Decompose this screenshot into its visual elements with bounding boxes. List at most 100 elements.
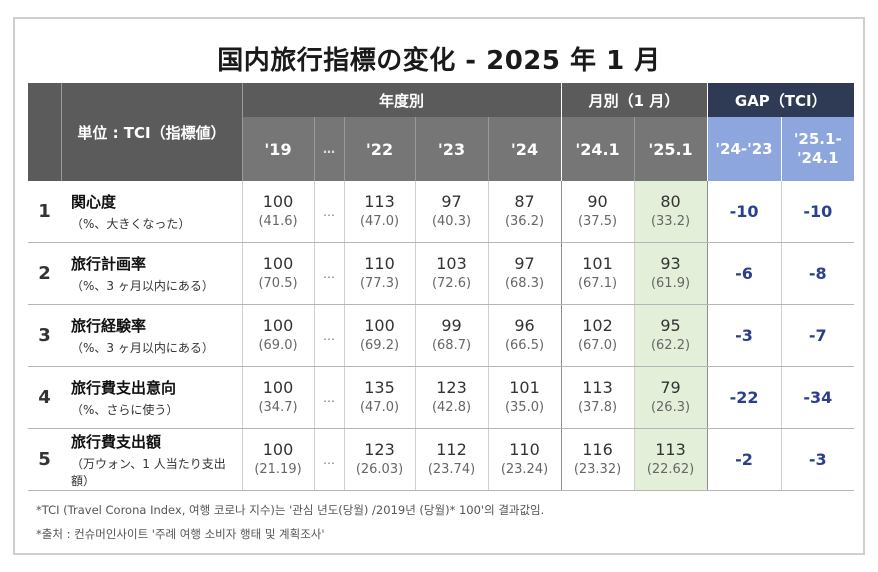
- ellipsis-cell: …: [313, 181, 344, 243]
- cell-22: 110 (77.3): [343, 242, 415, 305]
- cell-19: 100 (34.7): [241, 366, 314, 429]
- row-label: 旅行費支出意向: [71, 379, 177, 397]
- cell-24: 97 (68.3): [487, 242, 561, 305]
- cell-23: 103 (72.6): [414, 242, 488, 305]
- percent-22: (26.03): [355, 461, 404, 477]
- value-24: 97: [514, 253, 535, 273]
- table-row: 3 旅行経験率 （%、3 ヶ月以内にある） 100 (69.0) … 100 (69.2) 99…: [28, 304, 855, 367]
- percent-24: (68.3): [504, 275, 545, 291]
- cell-241: 102 (67.0): [560, 304, 634, 367]
- value-19: 100: [262, 439, 294, 459]
- cell-24: 96 (66.5): [487, 304, 561, 367]
- gap-value-a: -3: [706, 304, 782, 367]
- cell-251: 93 (61.9): [633, 242, 708, 305]
- gap-value-a: -2: [706, 428, 782, 491]
- row-label: 旅行費支出額: [71, 432, 162, 451]
- percent-241: (67.0): [577, 337, 618, 353]
- gap-value-b: -34: [780, 366, 855, 429]
- gap-value-b: -7: [780, 304, 855, 367]
- cell-241: 116 (23.32): [560, 428, 634, 491]
- gap-b-line1: '25.1-: [793, 130, 842, 148]
- ellipsis-cell: …: [313, 428, 344, 491]
- cell-251: 80 (33.2): [633, 181, 708, 243]
- page-title: 国内旅行指標の変化 - 2025 年 1 月: [217, 46, 661, 76]
- gap-value-a: -10: [706, 181, 782, 243]
- cell-24: 87 (36.2): [487, 181, 561, 243]
- percent-23: (68.7): [431, 337, 472, 353]
- gap-value-b: -10: [780, 181, 855, 243]
- row-number: 1: [28, 181, 61, 243]
- value-24: 96: [514, 315, 535, 335]
- row-label-cell: 旅行費支出額 （万ウォン、1 人当たり支出額）: [61, 428, 242, 491]
- cell-241: 101 (67.1): [560, 242, 634, 305]
- row-number: 2: [28, 242, 61, 305]
- gap-value-b: -8: [780, 242, 855, 305]
- row-number: 5: [28, 428, 61, 491]
- cell-24: 110 (23.24): [487, 428, 561, 491]
- value-251: 79: [660, 377, 681, 397]
- group-gap-header: GAP（TCI）: [706, 83, 855, 117]
- value-251: 113: [655, 439, 686, 459]
- ellipsis-cell: …: [313, 366, 344, 429]
- row-label-cell: 旅行計画率 （%、3 ヶ月以内にある）: [61, 242, 242, 305]
- value-22: 100: [364, 315, 395, 335]
- col-header-24: '24: [487, 117, 561, 181]
- value-251: 93: [660, 253, 681, 273]
- row-label-cell: 旅行費支出意向 （%、さらに使う）: [61, 366, 242, 429]
- ellipsis-cell: …: [313, 242, 344, 305]
- cell-19: 100 (21.19): [241, 428, 314, 491]
- cell-241: 113 (37.8): [560, 366, 634, 429]
- value-241: 90: [587, 191, 608, 211]
- col-header-23: '23: [414, 117, 488, 181]
- percent-24: (36.2): [504, 213, 545, 229]
- value-19: 100: [262, 191, 294, 211]
- table-row: 4 旅行費支出意向 （%、さらに使う） 100 (34.7) … 135 (47.0) 123 (…: [28, 366, 855, 429]
- percent-22: (77.3): [359, 275, 400, 291]
- gap-value-a: -6: [706, 242, 782, 305]
- percent-19: (69.0): [258, 337, 298, 353]
- percent-251: (33.2): [650, 213, 691, 229]
- cell-23: 123 (42.8): [414, 366, 488, 429]
- row-number: 4: [28, 366, 61, 429]
- footnote-tci: *TCI (Travel Corona Index, 여행 코로나 지수)는 '…: [36, 503, 545, 517]
- row-sublabel: （%、3 ヶ月以内にある）: [71, 341, 214, 355]
- percent-241: (23.32): [573, 461, 622, 477]
- ellipsis-cell: …: [313, 304, 344, 367]
- row-label: 旅行計画率: [71, 255, 147, 273]
- unit-label: 単位 : TCI（指標値）: [60, 83, 242, 181]
- gap-value-b: -3: [780, 428, 855, 491]
- percent-19: (34.7): [258, 399, 298, 415]
- cell-241: 90 (37.5): [560, 181, 634, 243]
- percent-22: (47.0): [359, 213, 400, 229]
- cell-24: 101 (35.0): [487, 366, 561, 429]
- cell-23: 112 (23.74): [414, 428, 488, 491]
- percent-241: (37.8): [577, 399, 618, 415]
- percent-22: (69.2): [359, 337, 400, 353]
- cell-19: 100 (69.0): [241, 304, 314, 367]
- value-22: 113: [364, 191, 395, 211]
- cell-22: 100 (69.2): [343, 304, 415, 367]
- row-label: 関心度: [71, 193, 117, 211]
- tci-table: 単位 : TCI（指標値） 年度別 月別（1 月） GAP（TCI） '19 ……: [28, 83, 855, 491]
- cell-23: 99 (68.7): [414, 304, 488, 367]
- value-241: 102: [582, 315, 613, 335]
- value-241: 113: [582, 377, 613, 397]
- row-sublabel: （%、大きくなった）: [71, 217, 191, 231]
- value-22: 110: [364, 253, 395, 273]
- value-241: 116: [582, 439, 613, 459]
- row-number: 3: [28, 304, 61, 367]
- cell-19: 100 (70.5): [241, 242, 314, 305]
- row-sublabel: （%、3 ヶ月以内にある）: [71, 279, 214, 293]
- table-row: 2 旅行計画率 （%、3 ヶ月以内にある） 100 (70.5) … 110 (77.3) 10…: [28, 242, 855, 305]
- percent-23: (72.6): [431, 275, 472, 291]
- value-23: 123: [436, 377, 467, 397]
- value-19: 100: [262, 315, 294, 335]
- col-header-dots: …: [313, 117, 344, 181]
- row-label-cell: 関心度 （%、大きくなった）: [61, 181, 242, 243]
- percent-24: (35.0): [504, 399, 545, 415]
- percent-19: (41.6): [258, 213, 298, 229]
- cell-22: 113 (47.0): [343, 181, 415, 243]
- col-header-gap-a: '24-'23: [706, 117, 782, 181]
- value-241: 101: [582, 253, 613, 273]
- cell-19: 100 (41.6): [241, 181, 314, 243]
